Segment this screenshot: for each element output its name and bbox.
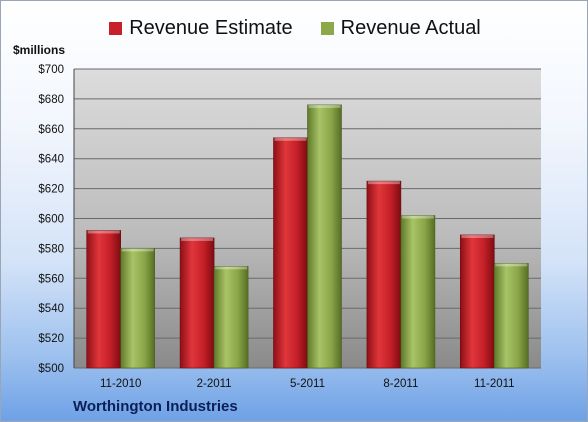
legend-swatch-estimate xyxy=(109,22,123,35)
y-tick-label: $560 xyxy=(38,273,64,285)
bar-revenue-estimate xyxy=(273,137,308,369)
bar-revenue-estimate-cap xyxy=(461,234,494,238)
company-name: Worthington Industries xyxy=(73,398,238,415)
bar-revenue-actual xyxy=(400,215,436,369)
y-tick-label: $680 xyxy=(38,94,64,106)
legend-swatch-actual xyxy=(320,22,334,35)
bar-revenue-actual xyxy=(213,266,249,369)
y-axis-title: $millions xyxy=(13,43,66,57)
x-tick-label: 11-2011 xyxy=(474,378,515,390)
bar-revenue-estimate-cap xyxy=(87,230,120,234)
y-tick-label: $580 xyxy=(38,243,64,255)
x-tick-label: 5-2011 xyxy=(290,378,325,390)
bar-revenue-actual-cap xyxy=(121,248,154,252)
y-tick-label: $500 xyxy=(38,363,64,375)
bar-revenue-estimate-cap xyxy=(274,137,307,141)
bar-revenue-actual xyxy=(307,104,342,369)
x-tick-label: 8-2011 xyxy=(383,378,418,390)
legend-label-estimate: Revenue Estimate xyxy=(129,17,293,39)
bar-revenue-estimate xyxy=(366,180,402,369)
legend-item-estimate: Revenue Estimate xyxy=(109,17,293,40)
y-tick-label: $660 xyxy=(38,124,64,136)
x-tick-label: 2-2011 xyxy=(197,378,232,390)
bar-revenue-estimate xyxy=(179,237,215,369)
bar-revenue-actual-cap xyxy=(495,263,528,267)
bar-revenue-estimate xyxy=(459,234,495,369)
bar-revenue-estimate-cap xyxy=(367,181,400,185)
bar-revenue-actual-cap xyxy=(215,266,248,270)
legend-item-actual: Revenue Actual xyxy=(320,17,481,40)
bar-revenue-actual-cap xyxy=(308,104,341,108)
bar-revenue-estimate xyxy=(86,230,121,369)
chart-legend: Revenue Estimate Revenue Actual xyxy=(1,17,587,40)
y-tick-label: $540 xyxy=(38,303,64,315)
y-tick-label: $520 xyxy=(38,333,64,345)
bar-revenue-actual xyxy=(493,263,529,369)
y-tick-label: $600 xyxy=(38,214,64,226)
y-tick-label: $620 xyxy=(38,184,64,196)
bar-revenue-actual-cap xyxy=(401,215,434,219)
y-tick-label: $640 xyxy=(38,154,64,166)
x-tick-label: 11-2010 xyxy=(100,378,141,390)
legend-label-actual: Revenue Actual xyxy=(340,17,481,39)
y-tick-label: $700 xyxy=(38,64,64,76)
bar-revenue-actual xyxy=(120,248,155,369)
bar-revenue-estimate-cap xyxy=(181,237,214,241)
